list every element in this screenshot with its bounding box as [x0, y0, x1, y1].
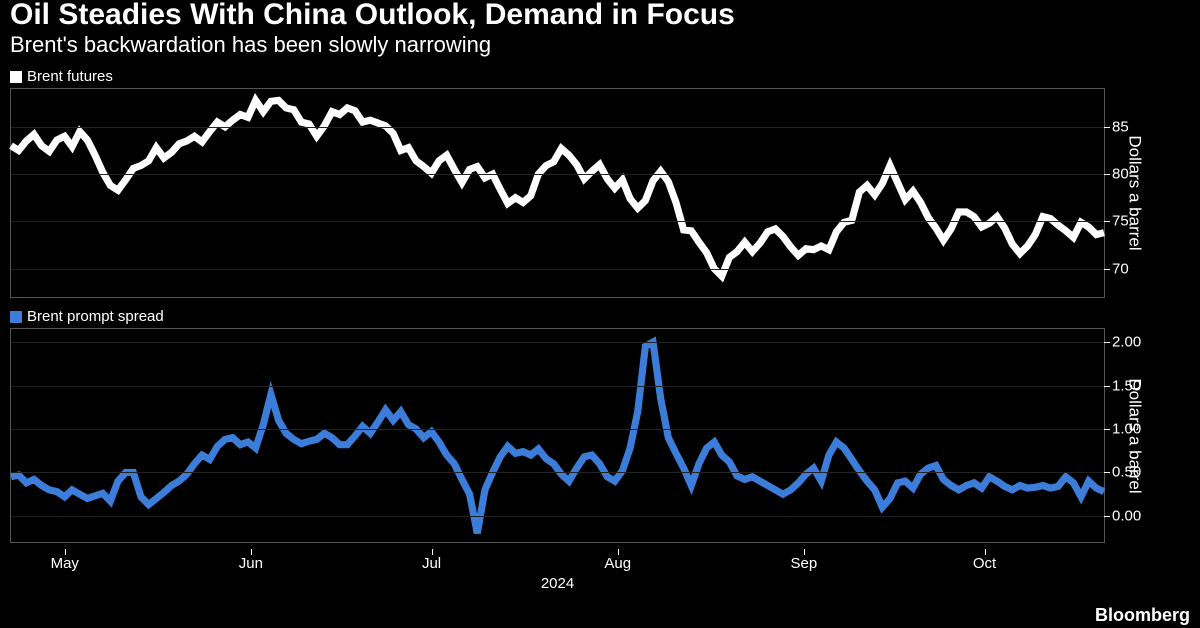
legend-label-bottom: Brent prompt spread	[27, 308, 164, 325]
gridline	[11, 429, 1104, 430]
ytick-label: 1.00	[1112, 420, 1154, 437]
ytick-mark	[1104, 174, 1110, 175]
ytick-label: 0.50	[1112, 464, 1154, 481]
legend-label-top: Brent futures	[27, 68, 113, 85]
ytick-mark	[1104, 429, 1110, 430]
ytick-mark	[1104, 472, 1110, 473]
ytick-mark	[1104, 269, 1110, 270]
ytick-label: 0.00	[1112, 507, 1154, 524]
ytick-label: 2.00	[1112, 334, 1154, 351]
x-axis-year: 2024	[541, 575, 574, 592]
chart-subtitle: Brent's backwardation has been slowly na…	[0, 32, 1200, 64]
ytick-mark	[1104, 127, 1110, 128]
legend-top: Brent futures	[10, 68, 113, 85]
series-line	[11, 342, 1104, 533]
xtick-label: Aug	[604, 555, 631, 572]
chart-title: Oil Steadies With China Outlook, Demand …	[0, 0, 1200, 32]
gridline	[11, 342, 1104, 343]
y-axis-title-top: Dollars a barrel	[1124, 135, 1144, 250]
ytick-label: 85	[1112, 118, 1154, 135]
ytick-mark	[1104, 342, 1110, 343]
ytick-label: 75	[1112, 213, 1154, 230]
gridline	[11, 127, 1104, 128]
bottom-panel: Brent prompt spread Dollars a barrel 0.0…	[0, 304, 1200, 549]
ytick-mark	[1104, 221, 1110, 222]
legend-bottom: Brent prompt spread	[10, 308, 164, 325]
legend-swatch-bottom	[10, 311, 22, 323]
line-svg-bottom	[11, 329, 1104, 542]
chart-container: Brent futures Dollars a barrel 70758085 …	[0, 64, 1200, 599]
ytick-mark	[1104, 516, 1110, 517]
gridline	[11, 221, 1104, 222]
gridline	[11, 386, 1104, 387]
legend-swatch-top	[10, 71, 22, 83]
top-panel: Brent futures Dollars a barrel 70758085	[0, 64, 1200, 304]
xtick-label: Sep	[791, 555, 818, 572]
ytick-label: 80	[1112, 166, 1154, 183]
plot-area-top: Dollars a barrel 70758085	[10, 88, 1105, 298]
gridline	[11, 516, 1104, 517]
ytick-label: 70	[1112, 260, 1154, 277]
xtick-label: May	[51, 555, 79, 572]
ytick-mark	[1104, 386, 1110, 387]
source-label: Bloomberg	[1095, 605, 1190, 626]
line-svg-top	[11, 89, 1104, 297]
xtick-label: Jul	[422, 555, 441, 572]
xtick-label: Jun	[239, 555, 263, 572]
xtick-label: Oct	[973, 555, 996, 572]
plot-area-bottom: Dollars a barrel 0.000.501.001.502.00	[10, 328, 1105, 543]
gridline	[11, 472, 1104, 473]
x-axis: 2024 May Jun Jul Aug Sep Oct	[10, 549, 1105, 599]
gridline	[11, 174, 1104, 175]
gridline	[11, 269, 1104, 270]
ytick-label: 1.50	[1112, 377, 1154, 394]
